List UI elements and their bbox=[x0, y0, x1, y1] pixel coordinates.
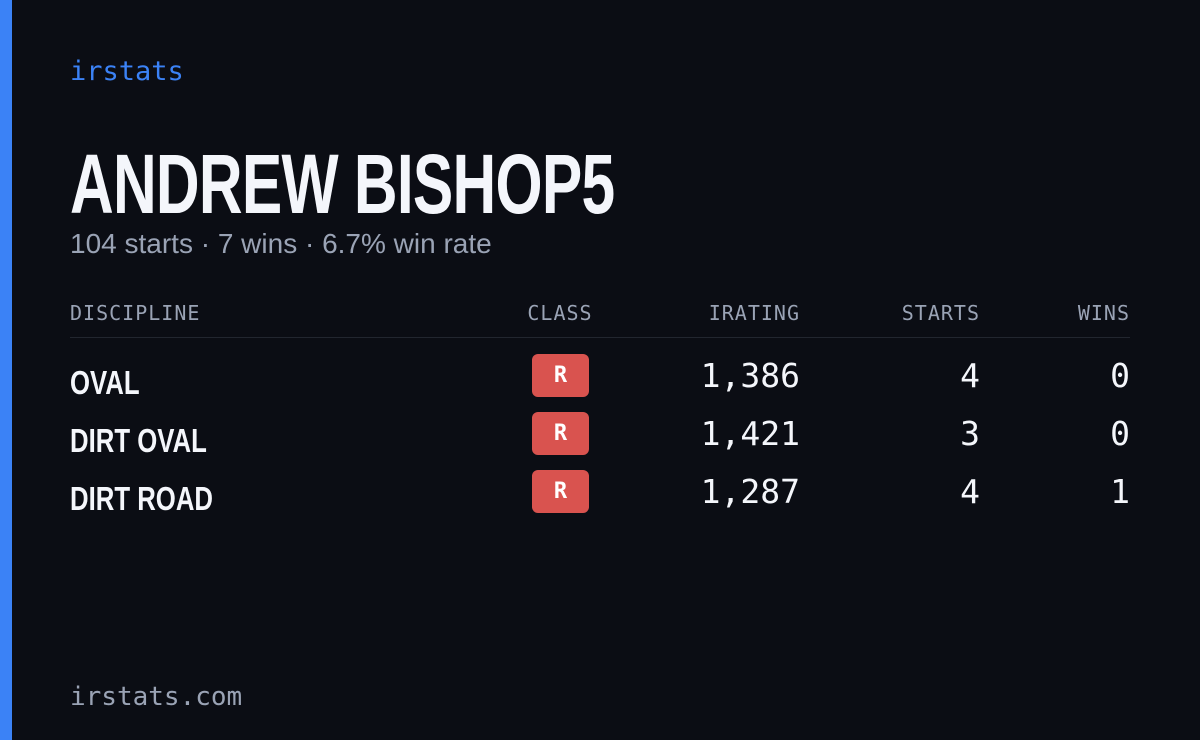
discipline: OVAL bbox=[70, 364, 140, 401]
starts: 4 bbox=[960, 356, 980, 395]
class-badge: R bbox=[532, 470, 589, 513]
starts: 4 bbox=[960, 472, 980, 511]
column-header: DISCIPLINE bbox=[70, 301, 201, 325]
footer: irstats.com bbox=[70, 682, 243, 712]
class-badge: R bbox=[532, 354, 589, 397]
class-badge: R bbox=[532, 412, 589, 455]
column-header: IRATING bbox=[708, 301, 800, 325]
brand: irstats bbox=[70, 56, 184, 87]
wins: 0 bbox=[1110, 356, 1130, 395]
header-rule bbox=[70, 337, 1130, 338]
discipline: DIRT OVAL bbox=[70, 422, 207, 459]
discipline: DIRT ROAD bbox=[70, 480, 213, 517]
wins: 0 bbox=[1110, 414, 1130, 453]
wins: 1 bbox=[1110, 472, 1130, 511]
irating: 1,287 bbox=[700, 472, 800, 511]
driver-summary: 104 starts · 7 wins · 6.7% win rate bbox=[70, 228, 492, 259]
column-header: STARTS bbox=[901, 301, 980, 325]
accent-stripe bbox=[0, 0, 12, 740]
irating: 1,386 bbox=[700, 356, 800, 395]
driver-name: ANDREW BISHOP5 bbox=[70, 137, 615, 231]
starts: 3 bbox=[960, 414, 980, 453]
irating: 1,421 bbox=[700, 414, 800, 453]
column-header: WINS bbox=[1077, 301, 1130, 325]
column-header: CLASS bbox=[527, 301, 593, 325]
